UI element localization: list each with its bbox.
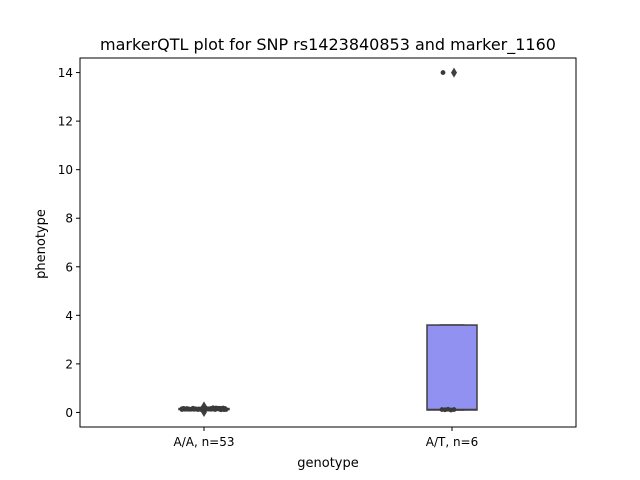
data-point: [208, 406, 214, 411]
y-axis-label: phenotype: [34, 209, 49, 279]
box-group: [426, 67, 478, 411]
x-axis-label: genotype: [297, 456, 358, 471]
data-point: [440, 70, 446, 75]
strip-points: [439, 70, 457, 413]
plot-frame: [79, 57, 577, 428]
x-tick-label: A/A, n=53: [173, 435, 234, 449]
plot-area: [178, 67, 478, 417]
flier: [451, 67, 457, 78]
strip-points: [179, 405, 229, 413]
y-tick-label: 10: [58, 163, 73, 177]
data-point: [213, 406, 219, 412]
data-point: [200, 406, 206, 412]
data-point: [192, 406, 198, 412]
y-tick-label: 12: [58, 115, 73, 129]
data-point: [451, 407, 457, 412]
data-point: [179, 406, 185, 412]
data-point: [184, 406, 190, 412]
y-tick-label: 14: [58, 66, 73, 80]
chart-title: markerQTL plot for SNP rs1423840853 and …: [100, 35, 556, 55]
axes: 0 2 4 6 8 10 12 14 A/A, n=53 A/T, n=6: [58, 66, 479, 449]
y-tick-label: 4: [65, 309, 73, 323]
box: [426, 324, 478, 411]
x-tick-label: A/T, n=6: [426, 435, 479, 449]
y-tick-label: 6: [65, 260, 73, 274]
y-tick-label: 0: [65, 406, 73, 420]
y-tick-label: 8: [65, 212, 73, 226]
y-tick-label: 2: [65, 357, 73, 371]
data-point: [221, 407, 227, 412]
